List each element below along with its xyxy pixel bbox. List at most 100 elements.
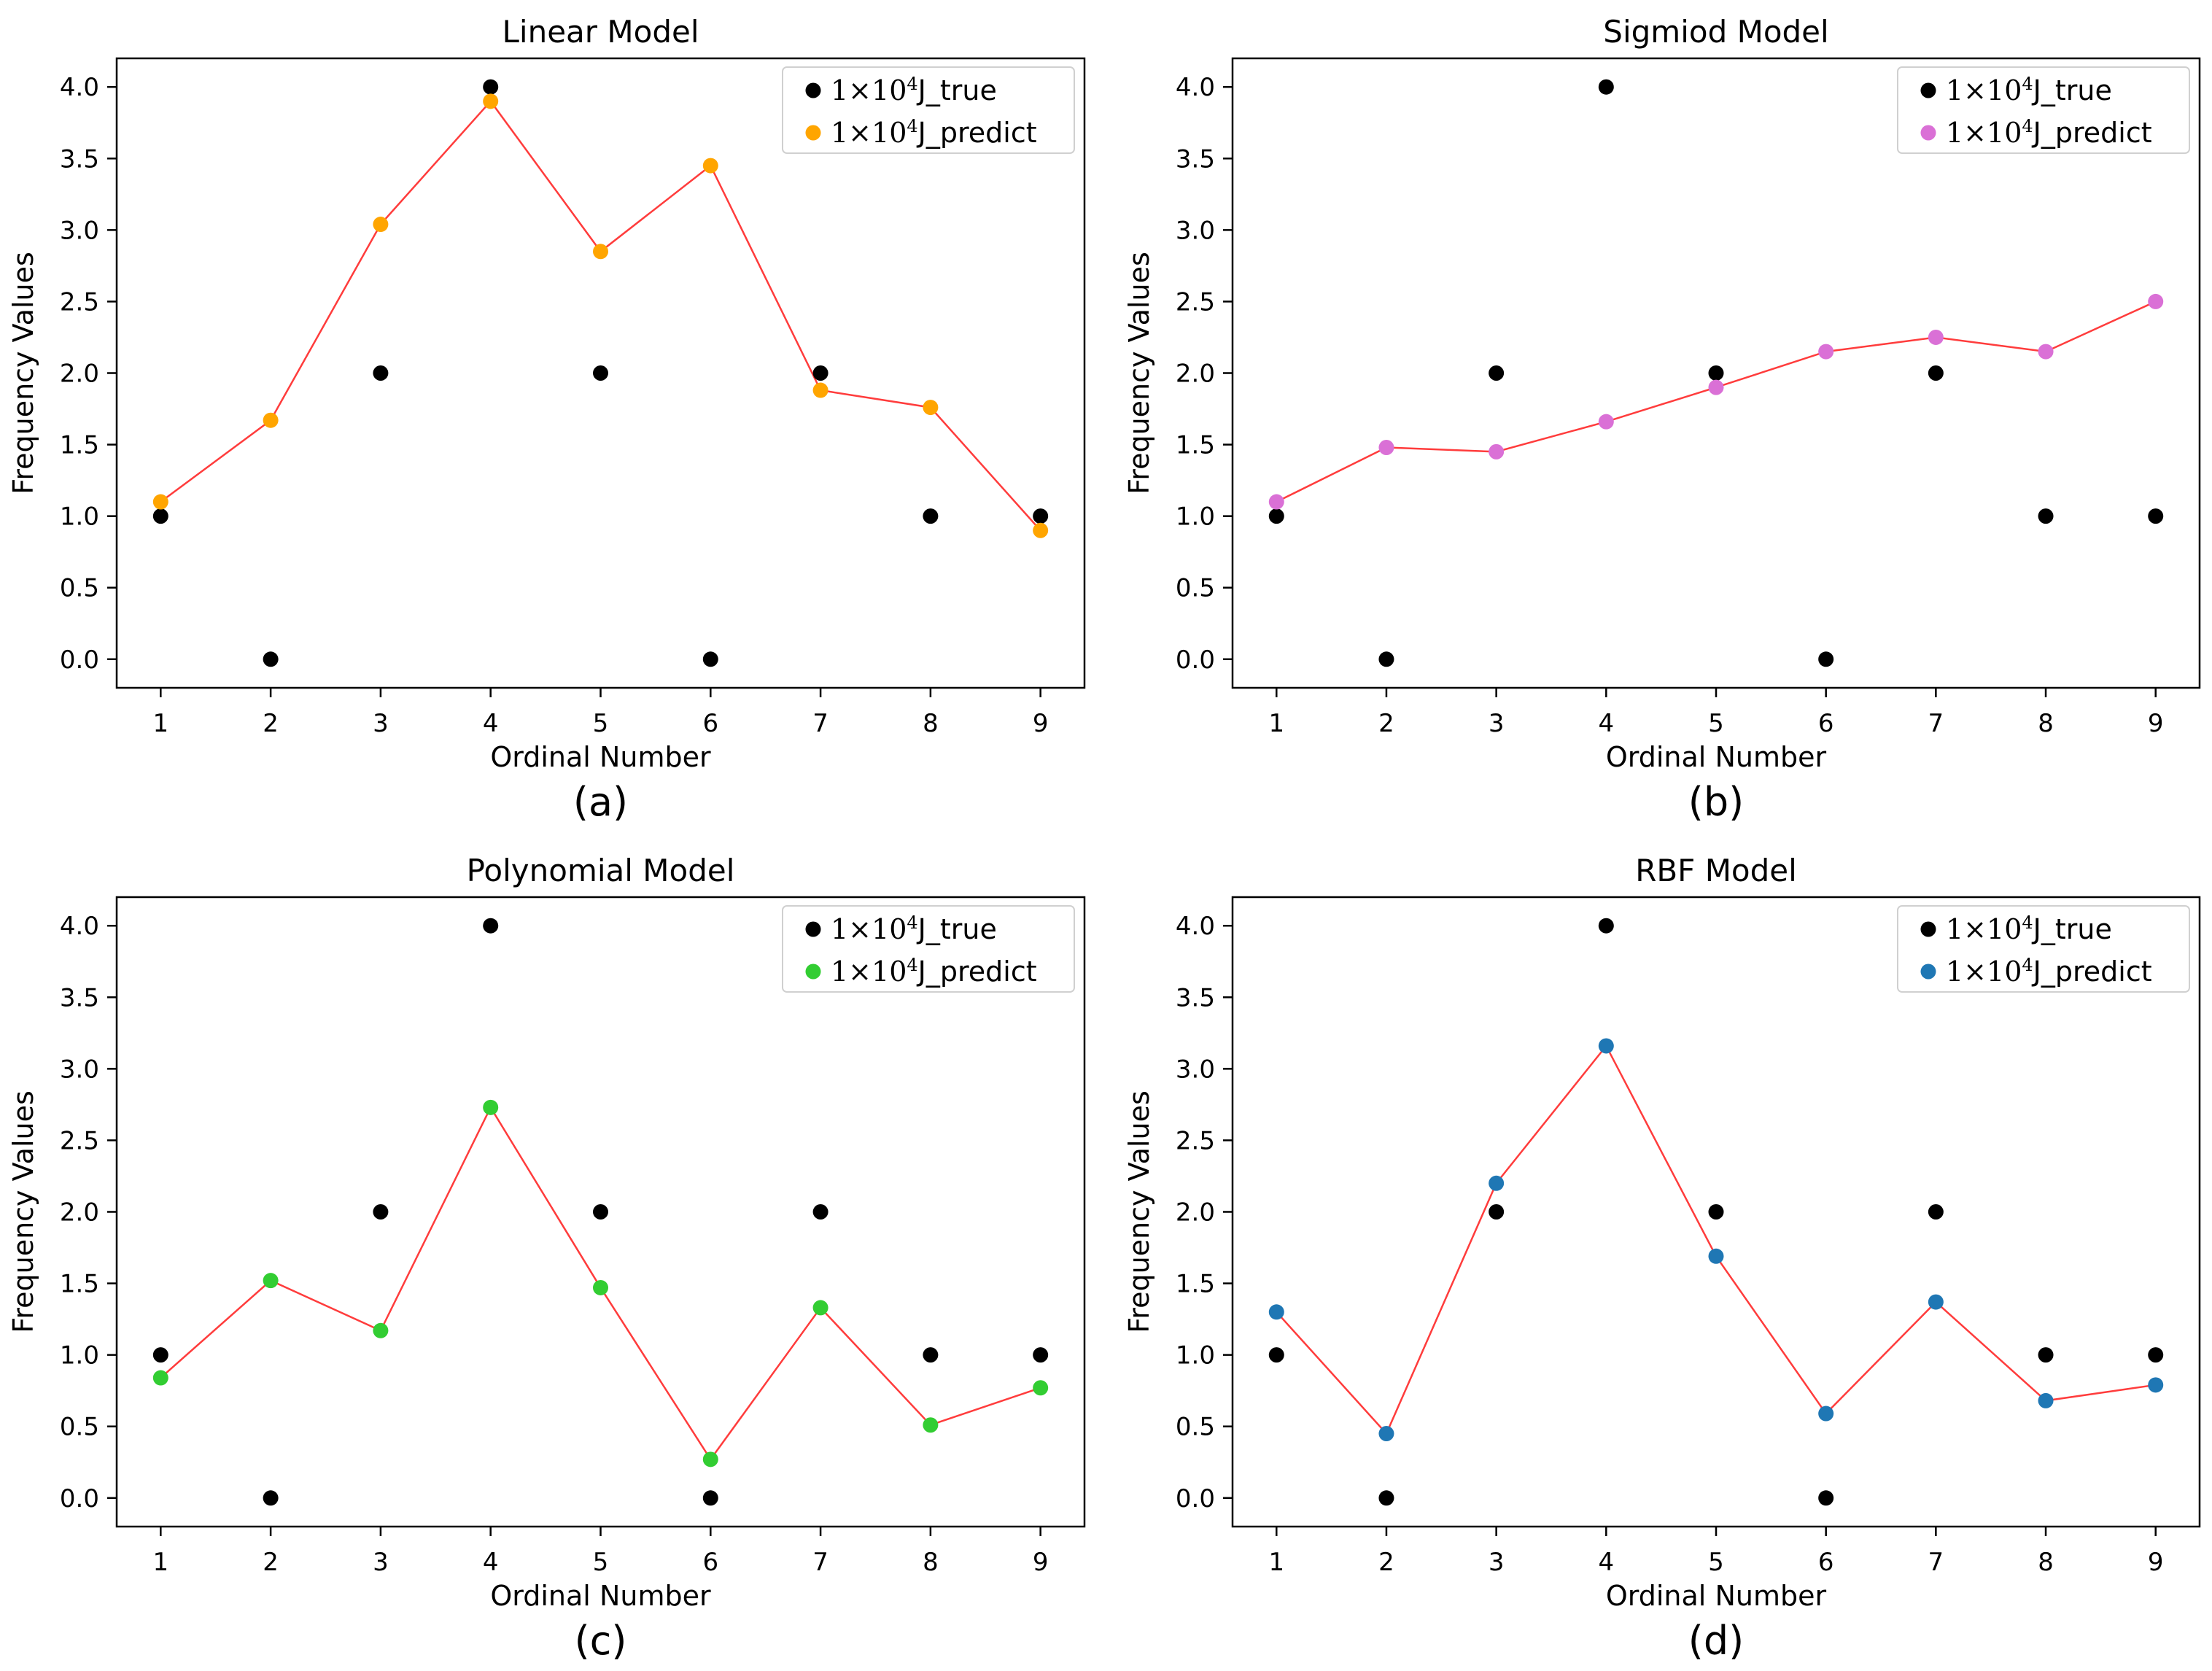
- x-tick-label: 3: [1489, 1548, 1505, 1577]
- chart-title: Linear Model: [502, 14, 699, 50]
- y-tick-label: 1.0: [60, 503, 99, 532]
- x-tick-label: 1: [1268, 1548, 1284, 1577]
- y-tick-label: 4.0: [60, 912, 99, 941]
- x-tick-label: 9: [2148, 709, 2164, 738]
- data-point-predict: [593, 1279, 608, 1295]
- x-tick-label: 7: [812, 709, 828, 738]
- y-tick-label: 2.5: [1176, 287, 1215, 317]
- chart-title: Sigmiod Model: [1603, 14, 1828, 50]
- data-point-true: [152, 1347, 168, 1363]
- legend-label-suffix: J_true: [917, 74, 997, 106]
- y-tick-label: 0.5: [60, 574, 99, 603]
- data-point-predict: [702, 1451, 718, 1468]
- legend-label-prefix: 1×10: [1946, 955, 2022, 988]
- data-point-true: [152, 508, 168, 524]
- data-point-predict: [1818, 1406, 1834, 1422]
- y-axis-label: Frequency Values: [7, 252, 39, 495]
- data-point-predict: [1268, 1304, 1284, 1320]
- data-point-true: [1818, 651, 1834, 667]
- legend-label-exponent: 4: [2022, 116, 2033, 136]
- x-tick-label: 9: [1033, 709, 1049, 738]
- legend-label-exponent: 4: [907, 912, 917, 933]
- data-point-predict: [1268, 494, 1284, 510]
- x-tick-label: 7: [1928, 709, 1944, 738]
- x-tick-label: 7: [812, 1548, 828, 1577]
- data-point-predict: [702, 158, 718, 174]
- legend-label-suffix: J_predict: [917, 117, 1037, 149]
- y-tick-label: 3.0: [1176, 1055, 1215, 1084]
- legend-label-exponent: 4: [907, 116, 917, 136]
- data-point-predict: [1033, 522, 1049, 538]
- data-point-true: [1033, 508, 1049, 524]
- data-point-true: [1818, 1490, 1834, 1506]
- y-tick-label: 1.5: [1176, 431, 1215, 460]
- data-point-predict: [1598, 1038, 1614, 1054]
- x-tick-label: 1: [152, 709, 168, 738]
- data-point-true: [483, 918, 499, 934]
- legend-entry-0: 1×104J_true: [831, 74, 997, 106]
- data-point-true: [483, 79, 499, 95]
- panel-label: (c): [575, 1618, 627, 1664]
- data-point-predict: [263, 1273, 279, 1289]
- x-tick-label: 4: [1598, 709, 1614, 738]
- legend-entry-0: 1×104J_true: [831, 912, 997, 945]
- data-point-true: [593, 1204, 608, 1220]
- legend-label-prefix: 1×10: [831, 913, 907, 945]
- data-point-true: [1598, 918, 1614, 934]
- data-point-predict: [1928, 1294, 1944, 1310]
- y-tick-label: 0.0: [60, 1484, 99, 1513]
- data-point-predict: [483, 93, 499, 109]
- y-tick-label: 2.0: [60, 360, 99, 389]
- y-tick-label: 2.0: [1176, 1198, 1215, 1228]
- legend-label-prefix: 1×10: [831, 955, 907, 988]
- data-point-true: [1708, 365, 1724, 381]
- data-point-true: [923, 508, 939, 524]
- legend-label-prefix: 1×10: [1946, 117, 2022, 149]
- legend-label-prefix: 1×10: [1946, 913, 2022, 945]
- legend-marker: [805, 82, 821, 98]
- data-point-true: [2148, 1347, 2164, 1363]
- x-tick-label: 6: [1818, 1548, 1834, 1577]
- y-tick-label: 1.5: [1176, 1270, 1215, 1299]
- chart-panel-1: Linear Model 1 2 3 4 5 6 7 8 9 0.0 0.5 1.0 1.5 2.0 2.5 3…: [7, 14, 1086, 825]
- y-tick-label: 2.5: [60, 287, 99, 317]
- legend-entry-1: 1×104J_predict: [831, 955, 1037, 988]
- data-point-true: [923, 1347, 939, 1363]
- legend-marker: [1920, 964, 1936, 980]
- x-tick-label: 5: [1708, 709, 1724, 738]
- y-axis-label: Frequency Values: [1123, 252, 1155, 495]
- data-point-predict: [1378, 439, 1394, 455]
- y-tick-label: 2.0: [60, 1198, 99, 1228]
- data-point-true: [2038, 1347, 2054, 1363]
- legend-label-prefix: 1×10: [831, 117, 907, 149]
- data-point-predict: [373, 217, 389, 233]
- data-point-true: [1928, 365, 1944, 381]
- chart-panel-2: Sigmiod Model 1 2 3 4 5 6 7 8 9 0.0 0.5 1.0 1.5 2.0 2.5…: [1123, 14, 2201, 825]
- x-tick-label: 8: [923, 709, 939, 738]
- y-tick-label: 3.5: [60, 144, 99, 174]
- legend-box: [1897, 66, 2190, 154]
- data-point-true: [373, 365, 389, 381]
- legend-label-prefix: 1×10: [831, 74, 907, 106]
- x-tick-label: 7: [1928, 1548, 1944, 1577]
- legend-box: [782, 66, 1075, 154]
- x-tick-label: 1: [1268, 709, 1284, 738]
- panel-label: (d): [1688, 1618, 1744, 1664]
- y-tick-label: 0.0: [1176, 1484, 1215, 1513]
- data-point-true: [1598, 79, 1614, 95]
- legend-entry-1: 1×104J_predict: [1946, 955, 2152, 988]
- legend-entry-1: 1×104J_predict: [831, 116, 1037, 149]
- data-point-predict: [1489, 1175, 1505, 1191]
- y-tick-label: 2.0: [1176, 360, 1215, 389]
- y-tick-label: 3.5: [1176, 144, 1215, 174]
- x-tick-label: 4: [483, 709, 499, 738]
- y-axis-label: Frequency Values: [7, 1090, 39, 1333]
- legend-label-exponent: 4: [907, 74, 917, 94]
- legend-marker: [1920, 125, 1936, 141]
- x-axis-label: Ordinal Number: [490, 1580, 711, 1612]
- data-point-predict: [1818, 344, 1834, 360]
- legend-label-exponent: 4: [907, 955, 917, 975]
